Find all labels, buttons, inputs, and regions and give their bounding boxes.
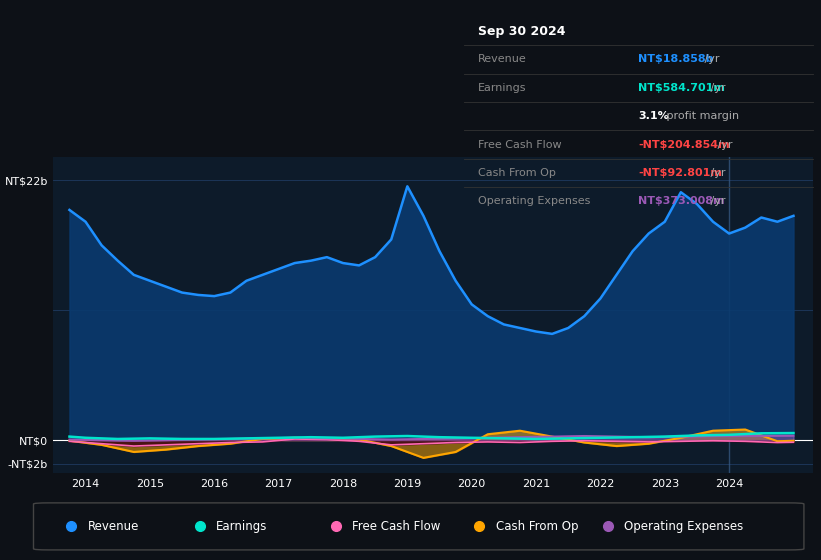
Text: profit margin: profit margin: [663, 111, 740, 121]
Text: Revenue: Revenue: [478, 54, 526, 64]
Text: Earnings: Earnings: [216, 520, 268, 533]
Text: /yr: /yr: [708, 83, 726, 93]
Text: NT$18.858b: NT$18.858b: [639, 54, 713, 64]
Text: Cash From Op: Cash From Op: [496, 520, 578, 533]
Text: NT$373.008m: NT$373.008m: [639, 197, 725, 207]
FancyBboxPatch shape: [34, 503, 804, 550]
Text: /yr: /yr: [701, 54, 720, 64]
Text: -NT$92.801m: -NT$92.801m: [639, 168, 722, 178]
Text: Operating Expenses: Operating Expenses: [624, 520, 743, 533]
Text: /yr: /yr: [708, 197, 726, 207]
Text: NT$584.701m: NT$584.701m: [639, 83, 725, 93]
Text: Revenue: Revenue: [88, 520, 140, 533]
Text: -NT$204.854m: -NT$204.854m: [639, 139, 730, 150]
Text: Free Cash Flow: Free Cash Flow: [352, 520, 441, 533]
Text: /yr: /yr: [713, 139, 732, 150]
Text: Operating Expenses: Operating Expenses: [478, 197, 590, 207]
Text: /yr: /yr: [708, 168, 726, 178]
Text: Cash From Op: Cash From Op: [478, 168, 556, 178]
Text: Sep 30 2024: Sep 30 2024: [478, 25, 566, 38]
Text: Earnings: Earnings: [478, 83, 526, 93]
Text: 3.1%: 3.1%: [639, 111, 669, 121]
Text: Free Cash Flow: Free Cash Flow: [478, 139, 562, 150]
